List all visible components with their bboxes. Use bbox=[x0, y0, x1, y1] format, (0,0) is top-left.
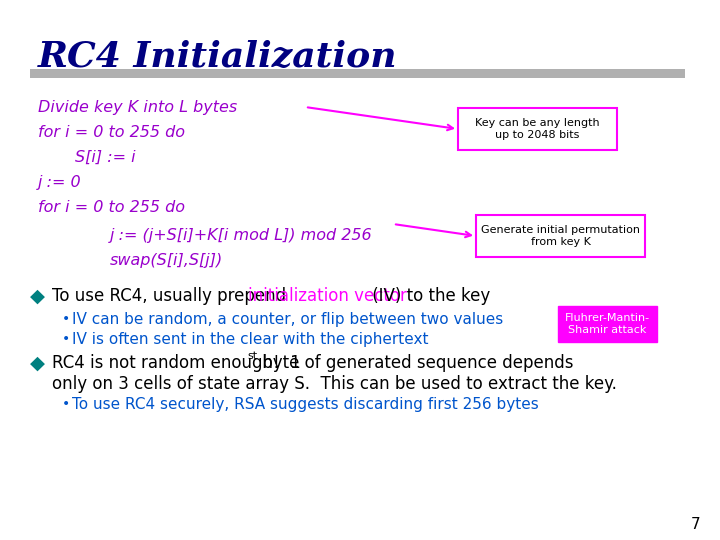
Text: j := (j+S[i]+K[i mod L]) mod 256: j := (j+S[i]+K[i mod L]) mod 256 bbox=[110, 228, 373, 243]
Text: st: st bbox=[247, 351, 257, 361]
Text: 7: 7 bbox=[690, 517, 700, 532]
Text: for i = 0 to 255 do: for i = 0 to 255 do bbox=[38, 125, 185, 140]
Text: (IV) to the key: (IV) to the key bbox=[367, 287, 490, 305]
Text: byte of generated sequence depends: byte of generated sequence depends bbox=[257, 354, 574, 372]
Text: for i = 0 to 255 do: for i = 0 to 255 do bbox=[38, 200, 185, 215]
Text: S[i] := i: S[i] := i bbox=[75, 150, 135, 165]
Text: •: • bbox=[62, 397, 71, 411]
FancyBboxPatch shape bbox=[476, 215, 645, 257]
Text: j := 0: j := 0 bbox=[38, 175, 81, 190]
FancyBboxPatch shape bbox=[558, 306, 657, 342]
Text: Fluhrer-Mantin-
Shamir attack: Fluhrer-Mantin- Shamir attack bbox=[565, 313, 650, 335]
Text: Key can be any length
up to 2048 bits: Key can be any length up to 2048 bits bbox=[475, 118, 600, 140]
Text: Generate initial permutation
from key K: Generate initial permutation from key K bbox=[481, 225, 640, 247]
Text: only on 3 cells of state array S.  This can be used to extract the key.: only on 3 cells of state array S. This c… bbox=[52, 375, 617, 393]
Text: ◆: ◆ bbox=[30, 287, 45, 306]
Text: •: • bbox=[62, 332, 71, 346]
Text: IV is often sent in the clear with the ciphertext: IV is often sent in the clear with the c… bbox=[72, 332, 428, 347]
Text: To use RC4 securely, RSA suggests discarding first 256 bytes: To use RC4 securely, RSA suggests discar… bbox=[72, 397, 539, 412]
FancyBboxPatch shape bbox=[30, 69, 685, 78]
Text: IV can be random, a counter, or flip between two values: IV can be random, a counter, or flip bet… bbox=[72, 312, 503, 327]
Text: initialization vector: initialization vector bbox=[248, 287, 407, 305]
Text: To use RC4, usually prepend: To use RC4, usually prepend bbox=[52, 287, 292, 305]
Text: ◆: ◆ bbox=[30, 354, 45, 373]
FancyBboxPatch shape bbox=[458, 108, 617, 150]
Text: Divide key K into L bytes: Divide key K into L bytes bbox=[38, 100, 238, 115]
Text: RC4 Initialization: RC4 Initialization bbox=[38, 40, 397, 74]
Text: swap(S[i],S[j]): swap(S[i],S[j]) bbox=[110, 253, 223, 268]
Text: •: • bbox=[62, 312, 71, 326]
Text: RC4 is not random enough!  1: RC4 is not random enough! 1 bbox=[52, 354, 301, 372]
